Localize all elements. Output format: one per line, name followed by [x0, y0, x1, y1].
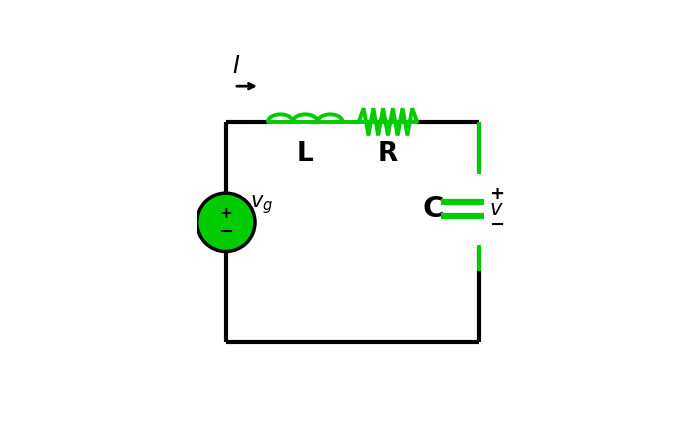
Text: C: C	[423, 195, 444, 224]
Text: L: L	[297, 141, 314, 167]
Text: +: +	[489, 185, 505, 203]
Text: +: +	[220, 206, 232, 221]
Text: R: R	[378, 141, 398, 167]
Text: $\mathit{I}$: $\mathit{I}$	[232, 54, 241, 78]
Circle shape	[197, 193, 255, 251]
Text: $\mathit{v}_g$: $\mathit{v}_g$	[250, 193, 273, 216]
Text: −: −	[218, 223, 233, 241]
Text: $\mathit{v}$: $\mathit{v}$	[489, 200, 504, 219]
Text: −: −	[489, 216, 505, 234]
